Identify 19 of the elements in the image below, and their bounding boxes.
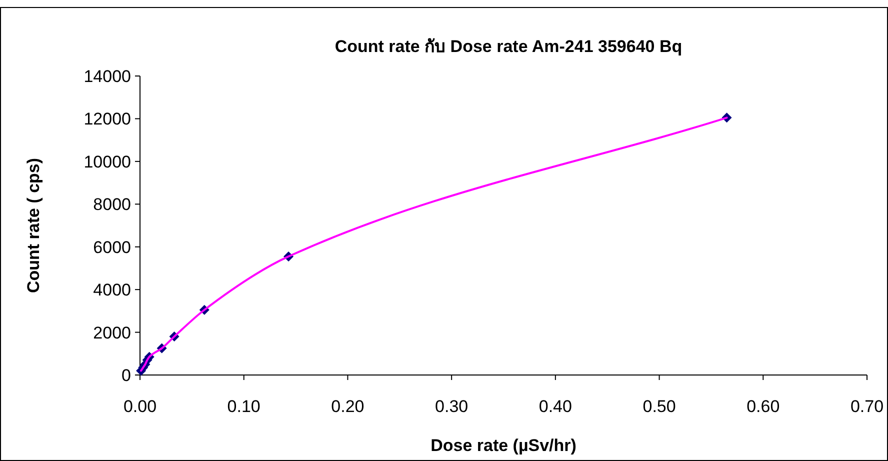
x-tick-label: 0.10 — [227, 397, 260, 416]
x-tick-label: 0.00 — [123, 397, 157, 416]
x-tick-label: 0.70 — [850, 397, 884, 416]
x-tick-label: 0.20 — [331, 397, 364, 416]
y-axis-title: Count rate ( cps) — [24, 158, 43, 294]
y-tick-label: 8000 — [93, 195, 131, 214]
x-axis-title: Dose rate (µSv/hr) — [430, 436, 576, 455]
x-tick-label: 0.50 — [642, 397, 676, 416]
x-tick-label: 0.60 — [746, 397, 780, 416]
x-tick-label: 0.30 — [435, 397, 468, 416]
y-tick-label: 14000 — [84, 67, 131, 86]
x-tick-label: 0.40 — [538, 397, 572, 416]
y-tick-label: 4000 — [93, 280, 131, 300]
chart-title: Count rate กับ Dose rate Am-241 359640 Bq — [334, 37, 682, 56]
y-tick-label: 6000 — [93, 238, 131, 257]
y-tick-label: 12000 — [84, 110, 131, 129]
y-tick-label: 10000 — [84, 152, 131, 172]
y-tick-label: 2000 — [93, 323, 131, 342]
y-tick-label: 0 — [122, 366, 131, 385]
